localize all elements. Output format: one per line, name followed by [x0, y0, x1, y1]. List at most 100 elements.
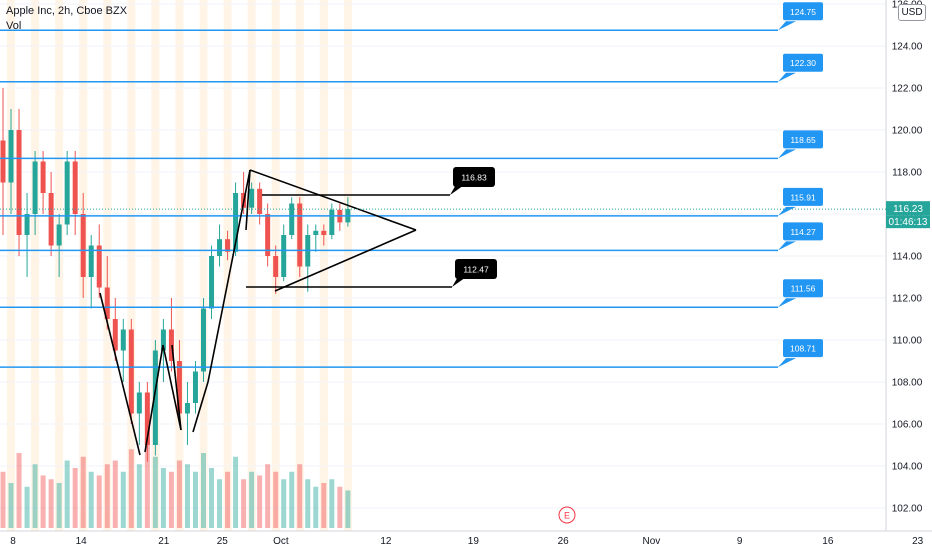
price-tick-label: 118.00 [892, 168, 922, 179]
volume-bar [184, 464, 190, 528]
volume-bar [48, 479, 54, 528]
candle-body [217, 239, 223, 256]
price-tick-label: 106.00 [892, 420, 923, 431]
triangle-left-line [245, 169, 251, 231]
candle-body [281, 235, 287, 277]
candle-body [257, 188, 263, 214]
candle-body [152, 350, 158, 445]
w-pattern-line [99, 292, 141, 456]
level-tag [783, 2, 823, 21]
candle-body [72, 161, 78, 214]
earnings-label: E [564, 511, 570, 521]
candle-body [56, 224, 62, 246]
volume-bar [104, 464, 110, 528]
level-tag-label: 108.71 [790, 344, 816, 354]
session-band [31, 0, 40, 531]
level-tag-pointer [778, 206, 796, 216]
grid [0, 3, 886, 509]
price-tick-label: 110.00 [892, 336, 922, 347]
candle-body [8, 130, 14, 183]
volume-bar [241, 479, 247, 528]
price-callout-label: 112.47 [463, 265, 489, 275]
volume-bar [64, 460, 70, 528]
level-tag-pointer [778, 358, 796, 368]
earnings-icon [558, 506, 576, 524]
volume-bar [88, 471, 94, 528]
volume-bar [8, 483, 14, 528]
volume-bar [257, 475, 263, 528]
volume-bar [225, 471, 231, 528]
time-tick-label: 12 [380, 536, 392, 547]
candle-body [144, 392, 150, 445]
candle-body [128, 329, 134, 414]
triangle-lower-line [274, 229, 417, 292]
volume-bar [345, 490, 351, 528]
candle-body [249, 188, 255, 208]
volume-bar [297, 464, 303, 528]
level-tag-pointer [778, 21, 796, 31]
session-band [7, 0, 16, 531]
price-tick-label: 108.00 [892, 378, 923, 389]
time-tick-label: 19 [468, 536, 480, 547]
volume-bar [32, 464, 38, 528]
candle-body [192, 371, 198, 403]
candle-body [201, 308, 206, 372]
time-tick-label: 25 [217, 536, 229, 547]
level-tag [783, 53, 823, 72]
w-pattern-line [171, 344, 182, 431]
level-tag-pointer [778, 72, 796, 82]
volume-bar [249, 471, 255, 528]
candle-body [112, 319, 118, 351]
volume-bar [160, 468, 166, 528]
level-tag-label: 111.56 [791, 284, 816, 294]
candle-body [96, 245, 102, 288]
volume-bar [144, 438, 150, 528]
volume-bar [289, 471, 295, 528]
volume-bar [329, 479, 335, 528]
volume-bar [176, 460, 182, 528]
level-tag-pointer [778, 149, 796, 159]
session-band [175, 0, 184, 531]
candle-body [225, 239, 231, 252]
volume-indicator-label[interactable]: Vol [6, 20, 22, 32]
last-price-label: 116.23 [893, 204, 923, 215]
session-band [151, 0, 160, 531]
volume-bar [209, 468, 215, 528]
volume-bar [192, 471, 198, 528]
volume-bar [80, 456, 86, 528]
session-band [127, 0, 136, 531]
candle-body [289, 203, 295, 235]
candle-body [24, 214, 30, 235]
volume-bar [24, 486, 30, 528]
currency-button[interactable]: USD [898, 4, 926, 21]
session-band [319, 0, 328, 531]
candles [0, 88, 351, 462]
volume-bars [0, 438, 351, 528]
time-tick-label: 9 [737, 536, 743, 547]
level-tag-label: 114.27 [790, 227, 816, 237]
candle-body [265, 214, 271, 256]
session-band [247, 0, 256, 531]
volume-bar [337, 486, 343, 528]
volume-bar [112, 460, 118, 528]
candle-body [0, 140, 6, 183]
w-pattern-line [162, 344, 182, 431]
last-price-tag [886, 201, 930, 216]
candle-body [297, 203, 303, 267]
countdown-tag [886, 215, 930, 229]
volume-bar [281, 479, 287, 528]
volume-bar [128, 449, 134, 528]
candle-body [160, 329, 166, 351]
drawings: 116.83 112.47 E [99, 167, 576, 524]
level-tag-pointer [778, 241, 796, 251]
volume-bar [96, 475, 102, 528]
candle-body [80, 214, 86, 277]
level-tag [783, 222, 823, 241]
volume-bar [136, 464, 142, 528]
candle-body [233, 193, 239, 252]
time-tick-label: Nov [642, 536, 660, 547]
w-pattern-line [144, 344, 164, 453]
level-lines: 124.75 122.30 118.65 115.91 114.27 111.56 108.… [0, 2, 823, 368]
level-tag-label: 124.75 [790, 7, 816, 17]
